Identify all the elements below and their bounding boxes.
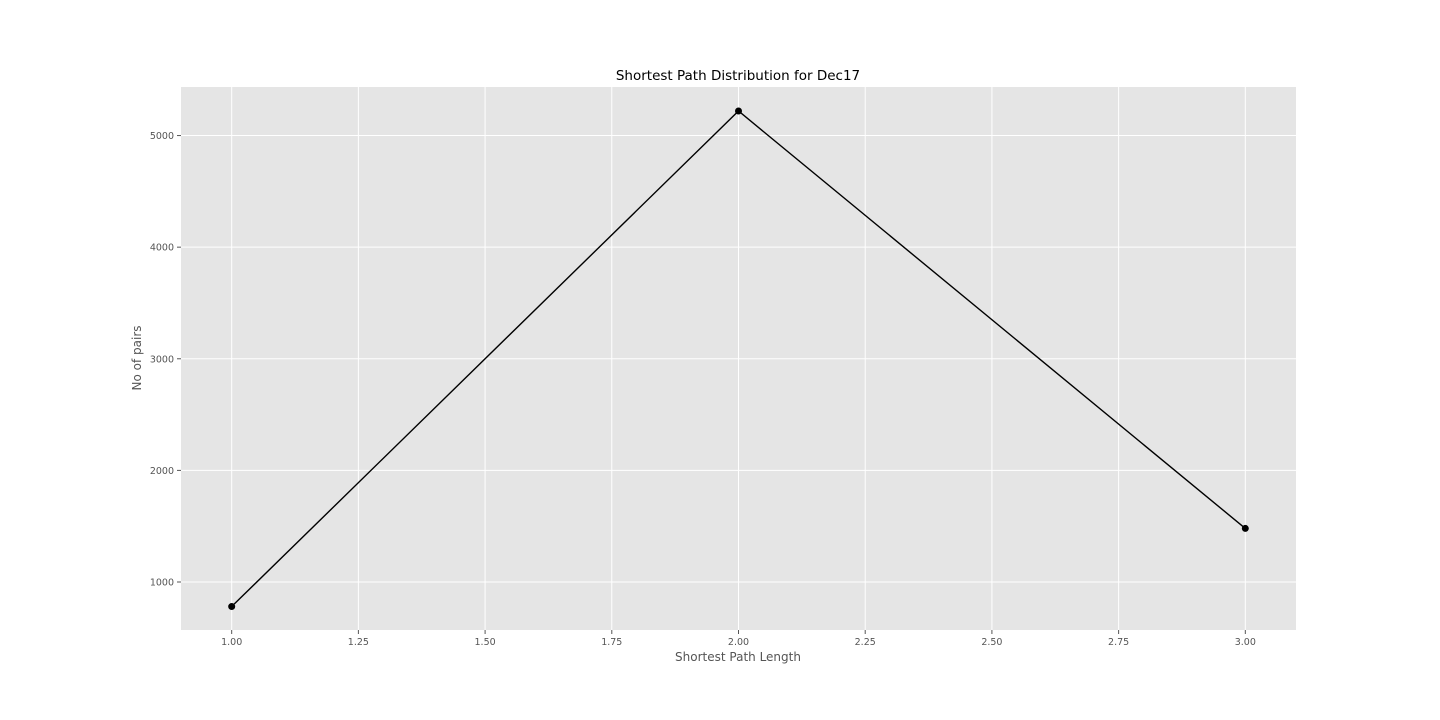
chart-title: Shortest Path Distribution for Dec17 (616, 68, 860, 84)
x-tick-label: 1.50 (475, 637, 496, 648)
y-tick-label: 5000 (150, 131, 174, 142)
y-tick-label: 2000 (150, 466, 174, 477)
x-tick-label: 2.50 (981, 637, 1002, 648)
x-tick-label: 3.00 (1235, 637, 1256, 648)
x-axis-label: Shortest Path Length (675, 650, 801, 664)
x-tick-label: 1.25 (348, 637, 369, 648)
y-tick-label: 3000 (150, 354, 174, 365)
x-tick-label: 2.25 (855, 637, 876, 648)
data-point-marker (735, 107, 742, 115)
data-point-marker (1241, 524, 1249, 532)
y-tick-label: 4000 (150, 243, 174, 254)
data-point-marker (228, 603, 236, 611)
y-tick-label: 1000 (150, 578, 174, 589)
axis-ticks: 1.00 1.25 1.50 1.75 2.00 2.25 2.50 2.75 3.00 1000… (150, 131, 1256, 648)
x-tick-label: 1.00 (221, 637, 242, 648)
x-tick-label: 2.00 (728, 637, 749, 648)
series-layer (228, 107, 1249, 611)
y-axis-label: No of pairs (130, 325, 144, 390)
x-tick-label: 2.75 (1108, 637, 1129, 648)
x-tick-label: 1.75 (601, 637, 622, 648)
